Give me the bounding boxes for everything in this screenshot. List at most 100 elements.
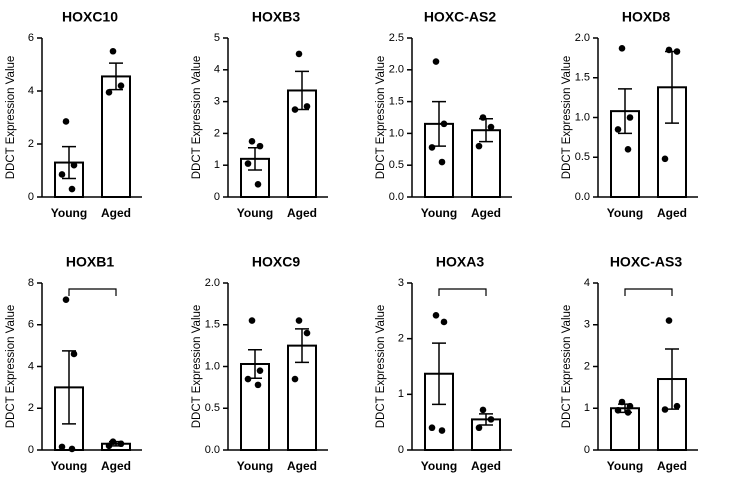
x-tick-label: Aged	[101, 459, 131, 473]
bar	[610, 407, 640, 451]
data-point	[303, 103, 311, 110]
y-tick-label: 0.0	[575, 191, 590, 203]
y-tick-label: 1.0	[575, 111, 590, 123]
data-point	[256, 142, 264, 150]
data-point	[303, 329, 311, 337]
data-point	[661, 155, 669, 163]
y-tick-label: 3	[584, 319, 590, 331]
y-axis-label: DDCT Expression Value	[191, 56, 203, 180]
significance-bracket	[624, 288, 673, 296]
data-point	[105, 442, 113, 450]
y-tick-label: 3	[214, 96, 220, 108]
y-tick-label: 1.0	[205, 360, 220, 372]
y-axis-label: DDCT Expression Value	[5, 56, 17, 180]
chart-title: HOXC9	[252, 254, 300, 270]
y-tick-label: 0.0	[205, 444, 220, 456]
data-point	[68, 445, 76, 453]
significance-bracket	[438, 288, 487, 296]
y-tick-label: 2.0	[575, 32, 590, 44]
data-point	[673, 48, 681, 55]
data-point	[109, 438, 117, 445]
data-point	[479, 114, 487, 121]
y-tick-label: 0	[398, 444, 404, 456]
x-tick-label: Young	[607, 206, 643, 220]
panel: HOXC9 DDCT Expression Value 0.0 0.5 1.0 1.5 2.…	[191, 254, 328, 473]
y-tick-label: 4	[584, 277, 590, 289]
data-point	[614, 126, 622, 133]
data-point	[440, 120, 448, 128]
y-tick-label: 2.5	[389, 32, 404, 44]
data-point	[256, 367, 264, 374]
error-bar	[109, 62, 123, 91]
x-tick-label: Aged	[101, 206, 131, 220]
data-point	[62, 296, 70, 304]
error-bar	[479, 413, 493, 426]
y-tick-label: 2.0	[389, 64, 404, 76]
data-point	[661, 406, 669, 413]
y-tick-label: 0	[214, 191, 220, 203]
x-tick-label: Young	[607, 459, 643, 473]
y-tick-label: 2.0	[205, 277, 220, 289]
data-point	[58, 443, 66, 451]
y-tick-label: 0	[28, 444, 34, 456]
error-bar	[295, 328, 309, 364]
x-tick-label: Aged	[657, 206, 687, 220]
data-point	[248, 138, 256, 145]
data-point	[665, 46, 673, 54]
data-point	[248, 317, 256, 324]
y-axis-label: DDCT Expression Value	[561, 305, 573, 429]
x-tick-label: Young	[51, 459, 87, 473]
x-tick-label: Young	[237, 206, 273, 220]
data-point	[673, 402, 681, 410]
data-point	[626, 114, 634, 121]
x-tick-label: Young	[421, 206, 457, 220]
chart-title: HOXD8	[622, 9, 670, 25]
y-tick-label: 2	[28, 402, 34, 414]
data-point	[428, 424, 436, 432]
data-point	[432, 311, 440, 319]
y-tick-label: 0.5	[205, 402, 220, 414]
data-point	[295, 317, 303, 324]
data-point	[487, 416, 495, 423]
data-point	[624, 409, 632, 416]
y-tick-label: 1.5	[389, 96, 404, 108]
y-tick-label: 0.5	[575, 151, 590, 163]
x-tick-label: Young	[421, 459, 457, 473]
error-bar	[62, 145, 76, 180]
data-point	[618, 398, 626, 406]
data-point	[614, 407, 622, 414]
data-point	[487, 123, 495, 131]
y-tick-label: 6	[28, 319, 34, 331]
y-tick-label: 2	[398, 333, 404, 345]
y-tick-label: 2	[28, 138, 34, 150]
data-point	[438, 427, 446, 434]
x-tick-label: Aged	[471, 459, 501, 473]
data-point	[117, 82, 125, 89]
y-tick-label: 8	[28, 277, 34, 289]
y-tick-label: 5	[214, 32, 220, 44]
chart-title: HOXC-AS2	[424, 9, 497, 25]
y-tick-label: 1.5	[205, 319, 220, 331]
x-tick-label: Young	[237, 459, 273, 473]
y-tick-label: 3	[398, 277, 404, 289]
y-axis-label: DDCT Expression Value	[375, 56, 387, 180]
panel: HOXB1 DDCT Expression Value 0 2 4 6 8 Young Aged	[5, 254, 142, 473]
data-point	[244, 375, 252, 383]
y-tick-label: 1	[214, 159, 220, 171]
x-tick-label: Aged	[287, 206, 317, 220]
y-tick-label: 6	[28, 32, 34, 44]
data-point	[440, 318, 448, 326]
y-tick-label: 4	[214, 64, 220, 76]
data-point	[618, 45, 626, 52]
data-point	[291, 106, 299, 113]
x-tick-label: Young	[51, 206, 87, 220]
chart-title: HOXC10	[62, 9, 118, 25]
panel: HOXA3 DDCT Expression Value 0 1 2 3 Young Aged	[375, 254, 512, 473]
y-tick-label: 0.0	[389, 191, 404, 203]
data-point	[295, 50, 303, 58]
bar	[101, 75, 131, 198]
panel: HOXB3 DDCT Expression Value 0 1 2 3 4 5 Young Age…	[191, 9, 328, 220]
y-tick-label: 1	[584, 402, 590, 414]
